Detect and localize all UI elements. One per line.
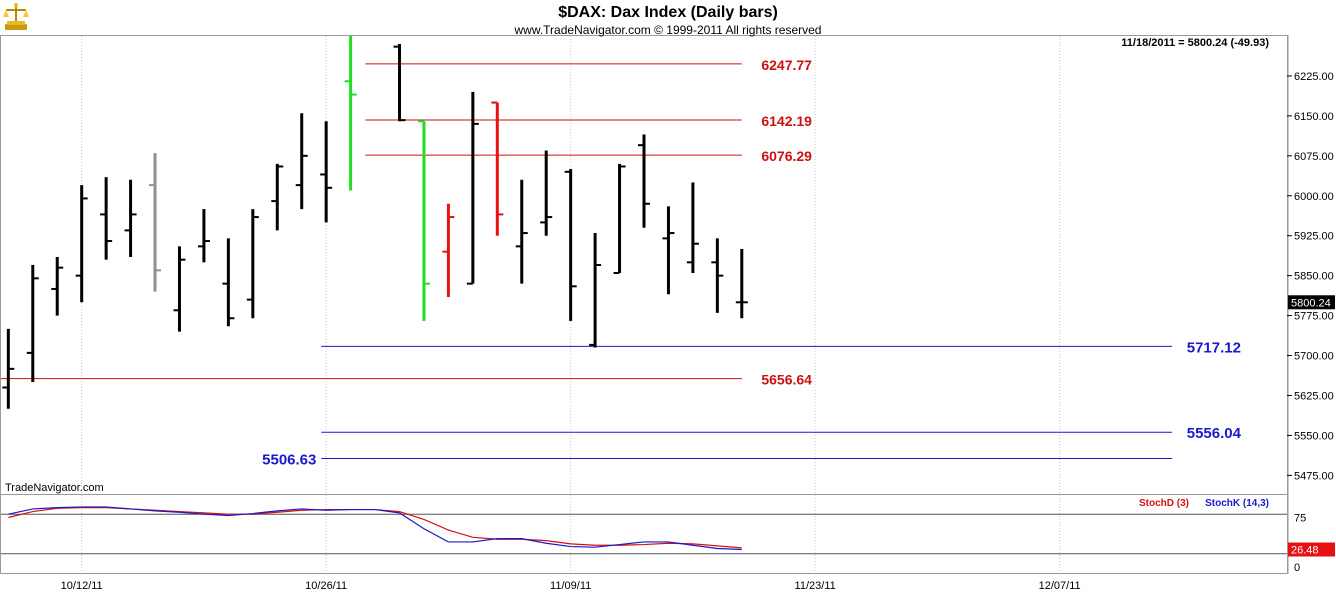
grid-lines [81,36,1061,573]
x-tick-label: 10/26/11 [305,580,347,592]
y-tick-label: 6075.00 [1294,151,1334,163]
ohlc-bar [540,150,553,236]
ohlc-bar [515,179,528,284]
y-tick-label: 5625.00 [1294,390,1334,402]
ohlc-bar [100,177,113,260]
osc-line-stochd [8,507,742,549]
osc-last-box [1288,542,1335,557]
ohlc-bar [466,91,479,285]
osc-tick-label: 0 [1294,562,1300,574]
ohlc-bar [638,134,650,228]
osc-line-stochk [8,506,742,551]
ohlc-bar [51,257,64,316]
y-tick-label: 5925.00 [1294,231,1334,243]
stochd-legend: StochD (3) [1139,498,1189,509]
ohlc-bar [295,113,308,210]
last-price-box [1288,295,1335,310]
level-label-5556.04: 5556.04 [1187,425,1242,442]
y-tick-label: 6225.00 [1294,71,1334,83]
ohlc-bar [735,249,748,319]
ohlc-bar [149,153,162,292]
ohlc-bar [491,101,504,236]
ohlc-bar [613,163,626,274]
y-tick-label: 5475.00 [1294,470,1334,482]
level-label-5656.64: 5656.64 [761,372,812,388]
main-panel-frame [0,35,1288,495]
level-label-5506.63: 5506.63 [262,452,316,469]
ohlc-bar [662,206,675,295]
level-label-6142.19: 6142.19 [761,113,812,129]
ohlc-bar [2,328,15,409]
level-label-6247.77: 6247.77 [761,57,812,73]
ohlc-bar [75,185,88,303]
y-tick-label: 6150.00 [1294,111,1334,123]
watermark: TradeNavigator.com [5,482,104,494]
y-tick-label: 5850.00 [1294,271,1334,283]
level-label-5717.12: 5717.12 [1187,339,1241,356]
ohlc-bar [197,209,210,263]
ohlc-bar [589,233,602,348]
last-price-label: 5800.24 [1291,297,1331,309]
ohlc-bar [686,182,699,273]
axes: 10/12/11 10/26/11 11/09/11 11/23/11 12/07/11… [61,71,1335,592]
ohlc-bar [320,121,333,223]
y-tick-label: 5775.00 [1294,311,1334,323]
ohlc-bar [173,246,186,332]
ohlc-bars [2,36,748,409]
trade-navigator-logo-icon [3,3,29,30]
stochastic-oscillator [1,506,1287,555]
y-tick-label: 5550.00 [1294,430,1334,442]
price-levels: 6247.77 6142.19 6076.29 5656.64 5717.12 5556.… [1,57,1242,469]
osc-last-label: 26.48 [1291,545,1319,557]
y-tick-label: 5700.00 [1294,351,1334,363]
x-tick-label: 10/12/11 [61,580,103,592]
ohlc-bar [564,169,577,321]
chart-subtitle: www.TradeNavigator.com © 1999-2011 All r… [514,23,822,37]
level-label-6076.29: 6076.29 [761,148,812,164]
chart-title: $DAX: Dax Index (Daily bars) [558,4,778,21]
osc-tick-label: 75 [1294,513,1306,525]
ohlc-bar [222,238,235,327]
ohlc-bar [442,203,455,297]
ohlc-bar [271,163,284,231]
ohlc-bar [344,36,357,191]
ohlc-bar [26,265,39,383]
ohlc-bar [124,179,137,258]
last-price-readout: 11/18/2011 = 5800.24 (-49.93) [1121,37,1269,49]
ohlc-bar [246,209,259,319]
ohlc-bar [393,43,406,122]
x-tick-label: 12/07/11 [1039,580,1081,592]
ohlc-bar [711,238,724,313]
ohlc-bar [417,120,430,321]
x-tick-label: 11/09/11 [550,580,591,592]
y-tick-label: 6000.00 [1294,191,1334,203]
x-tick-label: 11/23/11 [795,580,836,592]
stochk-legend: StochK (14,3) [1205,498,1269,509]
oscillator-panel-frame [0,494,1288,574]
